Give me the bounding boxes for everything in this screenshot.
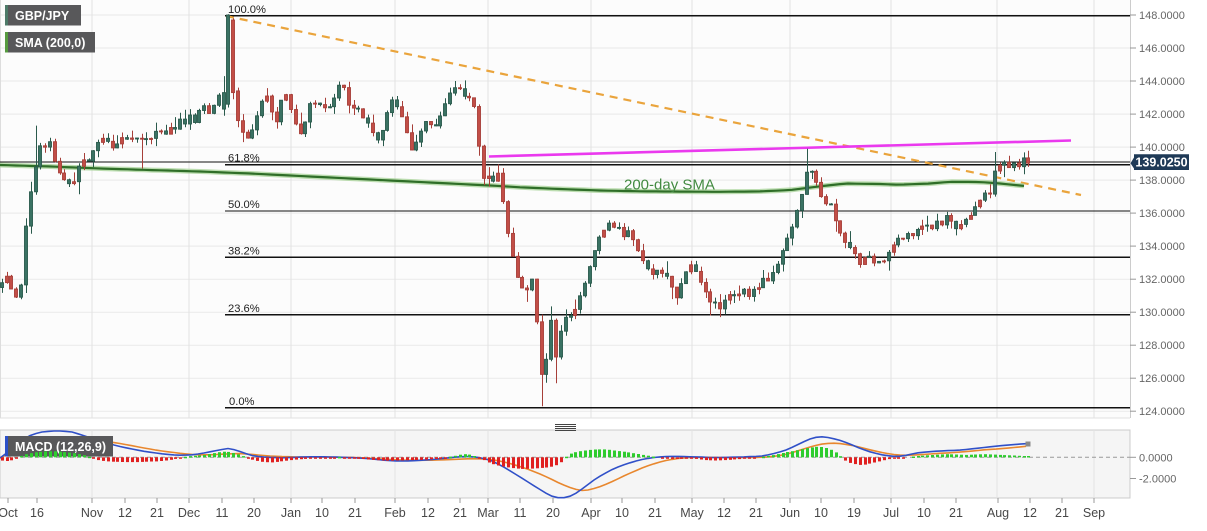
svg-text:Oct: Oct [0, 506, 18, 520]
svg-text:GBP/JPY: GBP/JPY [15, 9, 70, 23]
svg-text:136.0000: 136.0000 [1139, 208, 1185, 220]
svg-text:61.8%: 61.8% [228, 153, 260, 165]
svg-text:16: 16 [30, 506, 44, 520]
svg-text:12: 12 [1023, 506, 1037, 520]
svg-text:134.0000: 134.0000 [1139, 241, 1185, 253]
svg-text:21: 21 [453, 506, 467, 520]
svg-text:21: 21 [749, 506, 763, 520]
svg-text:200-day SMA: 200-day SMA [624, 177, 715, 194]
svg-text:140.0000: 140.0000 [1139, 142, 1185, 154]
svg-text:38.2%: 38.2% [228, 245, 260, 257]
svg-text:138.0000: 138.0000 [1139, 175, 1185, 187]
svg-text:Feb: Feb [384, 506, 406, 520]
svg-text:21: 21 [648, 506, 662, 520]
svg-text:132.0000: 132.0000 [1139, 274, 1185, 286]
svg-text:Mar: Mar [477, 506, 499, 520]
svg-text:12: 12 [118, 506, 132, 520]
svg-text:142.0000: 142.0000 [1139, 109, 1185, 121]
svg-text:50.0%: 50.0% [228, 199, 260, 211]
svg-text:Sep: Sep [1083, 506, 1105, 520]
svg-text:11: 11 [216, 506, 229, 520]
svg-text:12: 12 [421, 506, 435, 520]
svg-text:10: 10 [315, 506, 329, 520]
svg-text:100.0%: 100.0% [228, 4, 266, 16]
svg-text:10: 10 [814, 506, 828, 520]
svg-text:139.0250: 139.0250 [1135, 156, 1187, 170]
svg-text:-2.0000: -2.0000 [1139, 474, 1176, 486]
svg-text:Nov: Nov [81, 506, 104, 520]
svg-text:10: 10 [615, 506, 629, 520]
svg-text:21: 21 [150, 506, 164, 520]
svg-text:128.0000: 128.0000 [1139, 340, 1185, 352]
svg-text:May: May [680, 506, 704, 520]
svg-text:124.0000: 124.0000 [1139, 406, 1185, 418]
svg-text:19: 19 [847, 506, 861, 520]
svg-text:130.0000: 130.0000 [1139, 307, 1185, 319]
svg-text:Apr: Apr [581, 506, 600, 520]
svg-text:SMA (200,0): SMA (200,0) [15, 36, 85, 50]
svg-text:20: 20 [247, 506, 261, 520]
svg-text:12: 12 [717, 506, 731, 520]
svg-text:MACD (12,26,9): MACD (12,26,9) [15, 440, 106, 454]
svg-text:21: 21 [1055, 506, 1069, 520]
svg-text:0.0%: 0.0% [229, 396, 255, 408]
svg-text:146.0000: 146.0000 [1139, 43, 1185, 55]
svg-text:Jul: Jul [883, 506, 899, 520]
svg-text:Jan: Jan [281, 506, 301, 520]
svg-text:148.0000: 148.0000 [1139, 10, 1185, 22]
svg-text:Aug: Aug [987, 506, 1009, 520]
svg-text:21: 21 [348, 506, 362, 520]
svg-text:11: 11 [514, 506, 527, 520]
svg-text:10: 10 [917, 506, 931, 520]
svg-text:20: 20 [546, 506, 560, 520]
svg-text:144.0000: 144.0000 [1139, 76, 1185, 88]
svg-text:Jun: Jun [780, 506, 800, 520]
svg-text:21: 21 [949, 506, 963, 520]
svg-text:0.0000: 0.0000 [1139, 452, 1173, 464]
svg-text:Dec: Dec [178, 506, 200, 520]
svg-text:23.6%: 23.6% [228, 303, 260, 315]
svg-text:126.0000: 126.0000 [1139, 373, 1185, 385]
